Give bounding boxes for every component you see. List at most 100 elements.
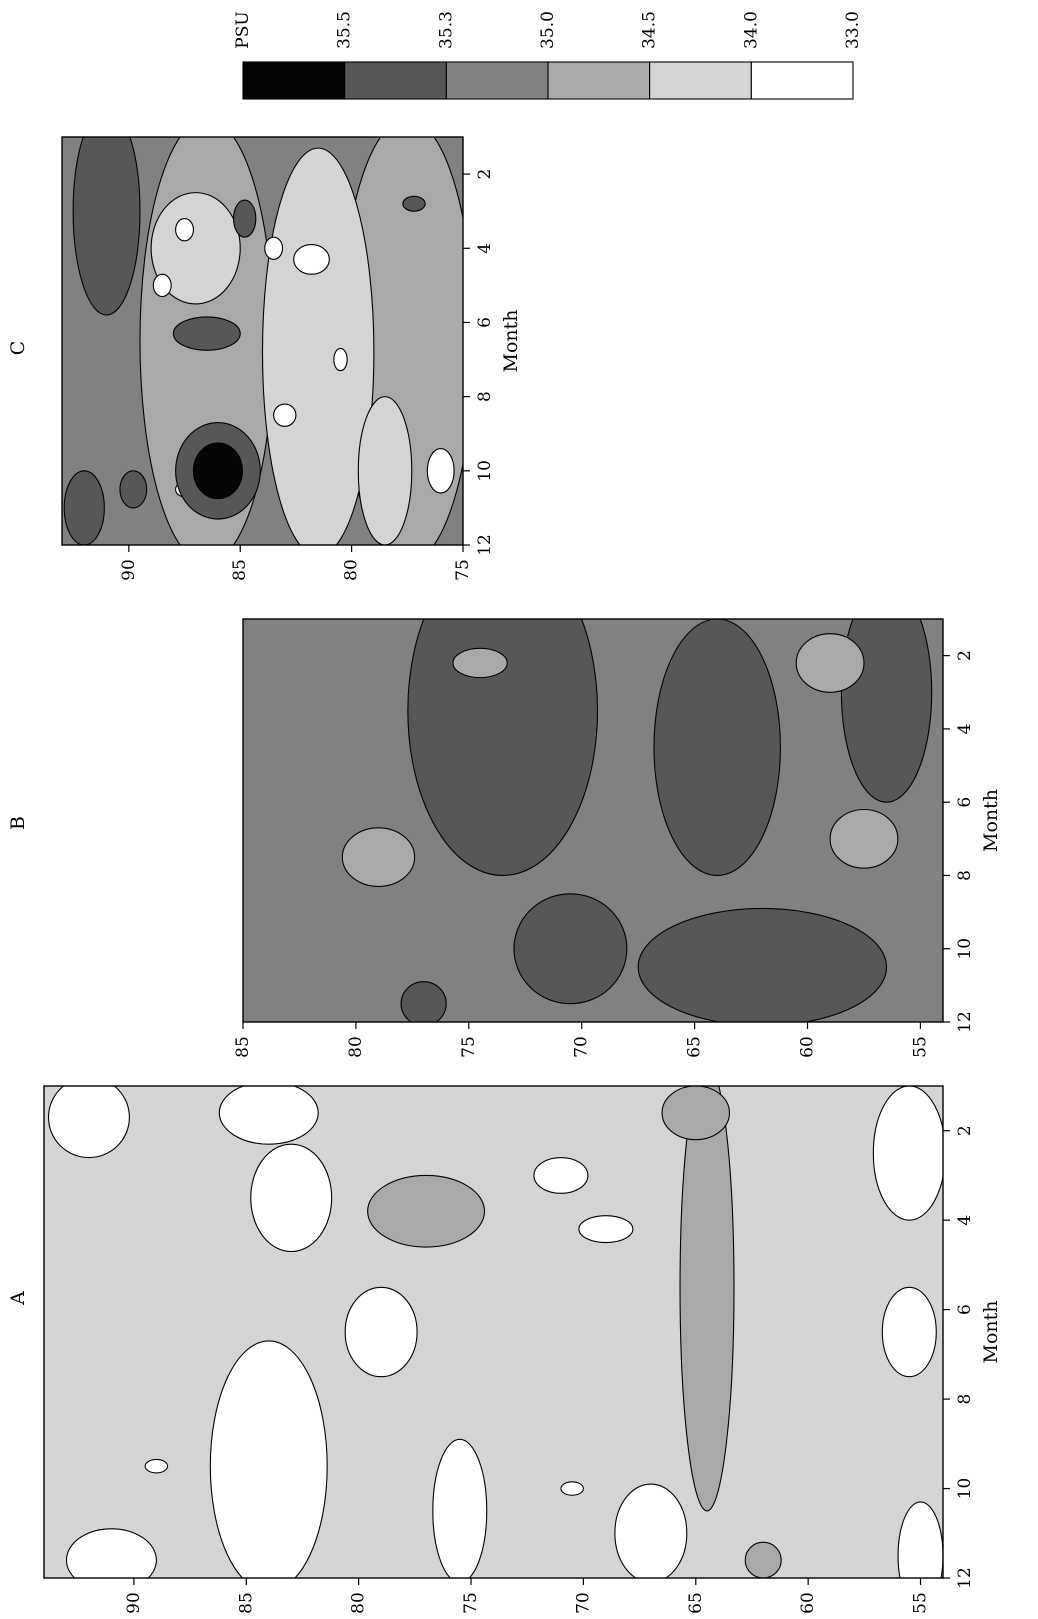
contour-region-b-4: [513, 893, 628, 1005]
year-tick-label: 80: [346, 1036, 366, 1058]
contour-region-b-0: [407, 619, 599, 876]
contour-region-b-7: [452, 647, 508, 679]
contour-region-c-7: [264, 236, 284, 260]
contour-region-a-10: [872, 1086, 943, 1221]
month-tick-label: 10: [475, 460, 495, 482]
legend-swatch: [750, 61, 854, 100]
month-tick-label: 10: [955, 938, 975, 960]
year-tick-label: 90: [124, 1592, 144, 1614]
year-tick-label: 85: [230, 559, 250, 581]
contour-region-b-1: [653, 619, 781, 876]
legend-swatch: [445, 61, 549, 100]
contour-region-c-20: [192, 442, 244, 500]
month-tick-label: 6: [955, 1304, 975, 1315]
panel-a-chart: 246810125560657075808590MonthYearA: [7, 1085, 1002, 1614]
contour-region-a-13: [144, 1458, 169, 1474]
year-tick-label: 85: [236, 1592, 256, 1614]
contour-region-a-11: [881, 1286, 937, 1378]
month-tick-label: 12: [955, 1567, 975, 1589]
contour-region-c-4: [357, 396, 413, 545]
contour-region-a-0: [47, 1086, 130, 1159]
month-tick-label: 8: [955, 1394, 975, 1405]
year-tick-label: 60: [798, 1592, 818, 1614]
year-tick-label: 60: [798, 1036, 818, 1058]
month-axis-label: Month: [500, 309, 522, 372]
year-tick-label: 80: [349, 1592, 369, 1614]
legend-swatch: [547, 61, 651, 100]
legend-title: PSU: [233, 11, 253, 48]
contour-region-b-2: [840, 619, 933, 803]
contour-region-a-17: [661, 1086, 731, 1141]
contour-region-c-16: [172, 316, 241, 351]
contour-region-a-3: [209, 1340, 328, 1578]
month-axis-label: Month: [980, 1300, 1002, 1363]
month-tick-label: 12: [955, 1011, 975, 1033]
contour-region-a-1: [218, 1086, 319, 1145]
contour-region-c-19: [402, 195, 426, 212]
legend-level-label: 33.0: [843, 11, 863, 49]
contour-region-a-4: [65, 1528, 157, 1578]
year-tick-label: 55: [910, 1036, 930, 1058]
year-tick-label: 70: [572, 1036, 592, 1058]
contour-region-a-5: [344, 1286, 418, 1378]
panel-title: A: [7, 1291, 29, 1306]
contour-region-b-6: [341, 827, 416, 887]
contour-region-a-9: [578, 1215, 634, 1244]
contour-region-c-15: [119, 470, 148, 509]
year-tick-label: 80: [342, 559, 362, 581]
legend-level-label: 35.0: [538, 11, 558, 49]
contour-region-c-8: [333, 347, 348, 372]
year-tick-label: 65: [685, 1036, 705, 1058]
contour-region-a-12: [897, 1501, 943, 1578]
contour-region-c-6: [273, 403, 297, 427]
year-tick-label: 70: [573, 1592, 593, 1614]
month-tick-label: 2: [475, 169, 495, 180]
contour-region-a-14: [560, 1481, 584, 1496]
month-tick-label: 4: [955, 1215, 975, 1226]
legend-level-label: 35.5: [335, 11, 355, 49]
legend-level-label: 34.5: [640, 11, 660, 49]
contour-region-c-9: [426, 448, 455, 494]
contour-region-b-3: [637, 907, 888, 1022]
year-tick-label: 90: [119, 559, 139, 581]
legend-level-label: 35.3: [436, 11, 456, 49]
plot-frame: [61, 136, 464, 546]
month-tick-label: 6: [955, 797, 975, 808]
psu-legend: 35.5 35.3 35.0 34.5 34.0 33.0 PSU: [233, 11, 863, 100]
contour-region-c-13: [72, 137, 141, 316]
month-axis-label: Month: [980, 789, 1002, 852]
contour-region-c-14: [63, 470, 105, 545]
contour-region-c-18: [232, 199, 257, 238]
year-tick-label: 75: [459, 1036, 479, 1058]
panel-title: B: [7, 816, 29, 830]
contour-region-c-10: [175, 218, 194, 242]
contour-region-c-5: [293, 244, 330, 275]
month-tick-label: 8: [955, 870, 975, 881]
month-tick-label: 2: [955, 650, 975, 661]
contour-region-c-2: [261, 147, 375, 545]
month-tick-label: 4: [475, 243, 495, 254]
month-tick-label: 12: [475, 534, 495, 556]
year-tick-label: 85: [233, 1036, 253, 1058]
contour-region-a-6: [432, 1438, 488, 1578]
contour-region-a-7: [614, 1483, 688, 1578]
plot-frame: [43, 1085, 944, 1579]
contour-region-c-11: [152, 273, 172, 298]
legend-swatch: [649, 61, 752, 100]
contour-region-c-3: [150, 192, 241, 305]
panel-title: C: [7, 341, 29, 356]
contour-region-a-16: [679, 1086, 735, 1512]
year-tick-label: 75: [453, 559, 473, 581]
year-tick-label: 55: [911, 1592, 931, 1614]
month-tick-label: 10: [955, 1478, 975, 1500]
plot-frame: [242, 618, 944, 1023]
legend-swatch: [242, 61, 346, 100]
month-tick-label: 2: [955, 1125, 975, 1136]
contour-region-b-5: [400, 981, 447, 1022]
year-tick-label: 65: [686, 1592, 706, 1614]
contour-region-b-8: [829, 808, 899, 869]
legend-level-label: 34.0: [741, 11, 761, 49]
month-tick-label: 8: [475, 391, 495, 402]
panel-b-chart: 2 4 6 8 10 12 55 60 65 70 75 80 85 Month B: [7, 618, 1002, 1058]
